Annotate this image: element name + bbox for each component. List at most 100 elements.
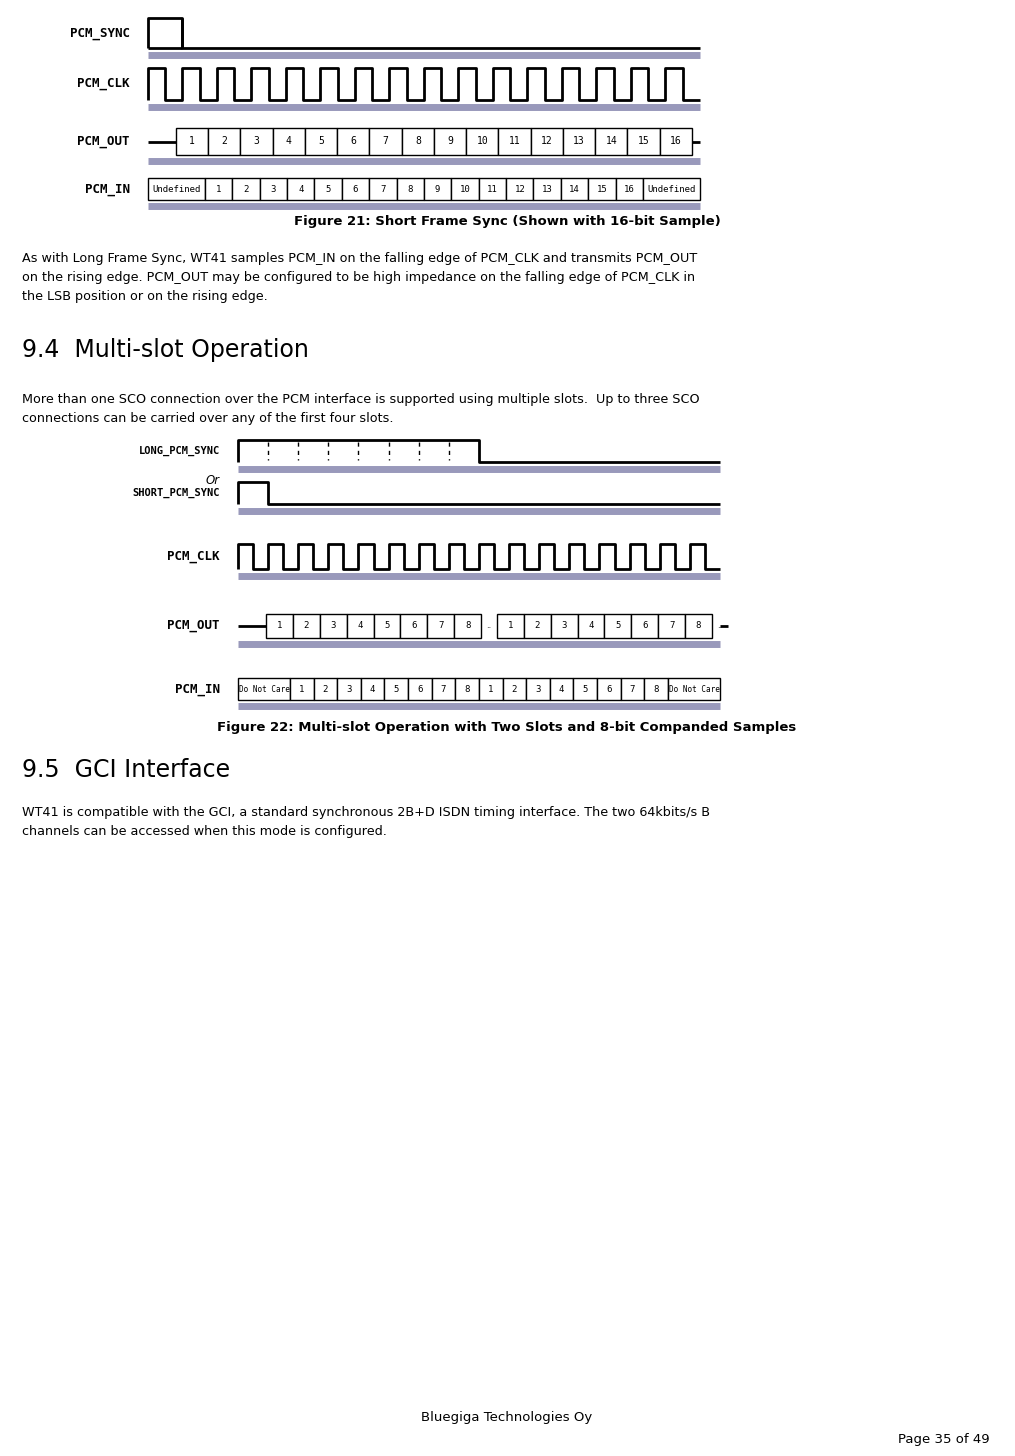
Text: 7: 7: [438, 622, 444, 630]
Text: connections can be carried over any of the first four slots.: connections can be carried over any of t…: [22, 412, 394, 425]
Bar: [645, 678, 668, 700]
Bar: [408, 678, 431, 700]
Text: As with Long Frame Sync, WT41 samples PCM_IN on the falling edge of PCM_CLK and : As with Long Frame Sync, WT41 samples PC…: [22, 252, 697, 265]
Bar: [668, 678, 720, 700]
Text: 3: 3: [271, 185, 276, 194]
Bar: [595, 128, 627, 154]
Text: 5: 5: [394, 684, 399, 693]
Text: More than one SCO connection over the PCM interface is supported using multiple : More than one SCO connection over the PC…: [22, 393, 699, 406]
Bar: [337, 128, 369, 154]
Text: 2: 2: [535, 622, 540, 630]
Bar: [658, 614, 685, 638]
Text: 9.5  GCI Interface: 9.5 GCI Interface: [22, 759, 230, 782]
Text: PCM_IN: PCM_IN: [175, 683, 220, 696]
Bar: [642, 178, 700, 199]
Text: 4: 4: [559, 684, 564, 693]
Text: 13: 13: [542, 185, 552, 194]
Bar: [369, 178, 397, 199]
Text: 8: 8: [654, 684, 659, 693]
Bar: [361, 678, 385, 700]
Text: 4: 4: [589, 622, 594, 630]
Text: PCM_CLK: PCM_CLK: [77, 77, 130, 90]
Bar: [526, 678, 550, 700]
Text: 1: 1: [508, 622, 513, 630]
Bar: [369, 128, 402, 154]
Bar: [148, 178, 205, 199]
Bar: [479, 678, 502, 700]
Text: Page 35 of 49: Page 35 of 49: [898, 1434, 990, 1446]
Text: 15: 15: [597, 185, 607, 194]
Text: 3: 3: [346, 684, 352, 693]
Bar: [456, 678, 479, 700]
Text: 1: 1: [216, 185, 221, 194]
Text: 11: 11: [509, 137, 521, 147]
Text: PCM_OUT: PCM_OUT: [77, 135, 130, 149]
Text: 11: 11: [487, 185, 497, 194]
Text: 14: 14: [606, 137, 617, 147]
Text: 7: 7: [630, 684, 635, 693]
Bar: [627, 128, 660, 154]
Text: 3: 3: [254, 137, 260, 147]
Bar: [342, 178, 369, 199]
Bar: [434, 128, 466, 154]
Text: 7: 7: [383, 137, 389, 147]
Text: PCM_CLK: PCM_CLK: [167, 550, 220, 563]
Text: 6: 6: [350, 137, 356, 147]
Text: 6: 6: [642, 622, 648, 630]
Text: ..: ..: [718, 622, 723, 630]
Text: SHORT_PCM_SYNC: SHORT_PCM_SYNC: [133, 488, 220, 498]
Bar: [455, 614, 481, 638]
Bar: [304, 128, 337, 154]
Text: 2: 2: [512, 684, 517, 693]
Bar: [563, 128, 595, 154]
Text: 2: 2: [221, 137, 227, 147]
Text: 12: 12: [515, 185, 525, 194]
Text: 8: 8: [408, 185, 413, 194]
Text: 1: 1: [189, 137, 195, 147]
Text: 1: 1: [488, 684, 493, 693]
Bar: [315, 178, 342, 199]
Text: 2: 2: [244, 185, 249, 194]
Text: 2: 2: [323, 684, 328, 693]
Bar: [573, 678, 597, 700]
Bar: [266, 614, 293, 638]
Bar: [631, 614, 658, 638]
Text: 8: 8: [465, 684, 470, 693]
Text: channels can be accessed when this mode is configured.: channels can be accessed when this mode …: [22, 826, 387, 839]
Text: 10: 10: [476, 137, 488, 147]
Bar: [337, 678, 361, 700]
Text: 8: 8: [415, 137, 421, 147]
Bar: [431, 678, 456, 700]
Text: 9: 9: [448, 137, 453, 147]
Text: 4: 4: [370, 684, 376, 693]
Text: 3: 3: [331, 622, 336, 630]
Bar: [534, 178, 561, 199]
Text: 7: 7: [441, 684, 447, 693]
Text: 3: 3: [535, 684, 541, 693]
Bar: [597, 678, 621, 700]
Text: 8: 8: [696, 622, 701, 630]
Bar: [589, 178, 616, 199]
Bar: [578, 614, 605, 638]
Bar: [232, 178, 260, 199]
Text: Or: Or: [206, 473, 220, 486]
Text: 10: 10: [460, 185, 470, 194]
Text: PCM_IN: PCM_IN: [85, 182, 130, 195]
Text: WT41 is compatible with the GCI, a standard synchronous 2B+D ISDN timing interfa: WT41 is compatible with the GCI, a stand…: [22, 807, 710, 818]
Text: 16: 16: [624, 185, 634, 194]
Bar: [273, 128, 304, 154]
Text: 13: 13: [573, 137, 585, 147]
Bar: [320, 614, 347, 638]
Text: 8: 8: [465, 622, 470, 630]
Text: 16: 16: [670, 137, 682, 147]
Text: PCM_SYNC: PCM_SYNC: [70, 26, 130, 39]
Text: PCM_OUT: PCM_OUT: [167, 619, 220, 632]
Text: Figure 22: Multi-slot Operation with Two Slots and 8-bit Companded Samples: Figure 22: Multi-slot Operation with Two…: [217, 722, 797, 734]
Text: 4: 4: [286, 137, 291, 147]
Text: Bluegiga Technologies Oy: Bluegiga Technologies Oy: [421, 1411, 593, 1424]
Text: 12: 12: [541, 137, 553, 147]
Text: the LSB position or on the rising edge.: the LSB position or on the rising edge.: [22, 290, 268, 303]
Bar: [551, 614, 578, 638]
Text: 6: 6: [411, 622, 416, 630]
Bar: [427, 614, 455, 638]
